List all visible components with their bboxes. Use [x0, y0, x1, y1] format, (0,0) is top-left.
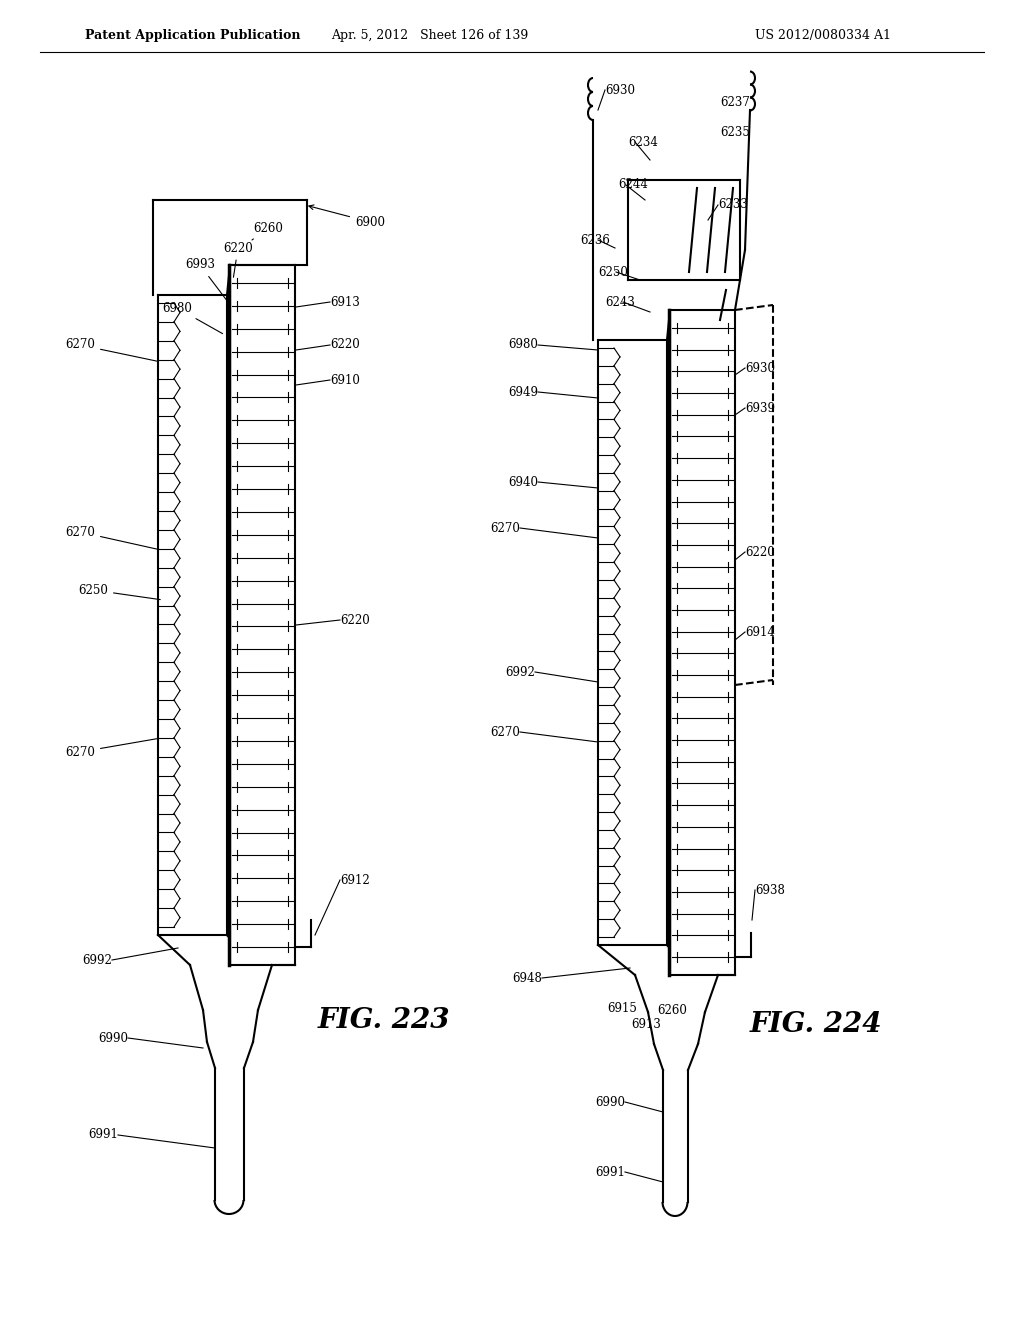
Text: 6939: 6939 [745, 401, 775, 414]
Text: 6992: 6992 [505, 665, 535, 678]
Text: 6913: 6913 [631, 1019, 660, 1031]
Text: 6250: 6250 [78, 583, 160, 599]
Text: 6234: 6234 [628, 136, 657, 149]
Text: 6991: 6991 [88, 1129, 118, 1142]
Text: 6270: 6270 [490, 521, 520, 535]
Text: 6991: 6991 [595, 1166, 625, 1179]
Text: US 2012/0080334 A1: US 2012/0080334 A1 [755, 29, 891, 41]
Text: 6915: 6915 [607, 1002, 637, 1015]
Text: 6912: 6912 [340, 874, 370, 887]
Text: 6244: 6244 [618, 178, 648, 191]
Text: 6220: 6220 [223, 242, 253, 277]
Text: 6220: 6220 [340, 614, 370, 627]
Text: 6940: 6940 [508, 475, 538, 488]
Text: 6236: 6236 [580, 234, 610, 247]
Text: 6260: 6260 [657, 1003, 687, 1016]
Text: 6270: 6270 [66, 738, 159, 759]
Text: 6260: 6260 [252, 222, 283, 240]
Text: 6270: 6270 [66, 338, 159, 362]
Text: Apr. 5, 2012   Sheet 126 of 139: Apr. 5, 2012 Sheet 126 of 139 [332, 29, 528, 41]
Text: 6992: 6992 [82, 953, 112, 966]
Text: 6220: 6220 [330, 338, 359, 351]
Text: 6949: 6949 [508, 385, 538, 399]
Text: 6235: 6235 [720, 125, 750, 139]
Text: 6930: 6930 [605, 83, 635, 96]
Text: 6220: 6220 [745, 545, 775, 558]
Text: 6233: 6233 [718, 198, 748, 211]
Text: 6270: 6270 [490, 726, 520, 738]
Text: 6938: 6938 [755, 883, 784, 896]
Text: 6980: 6980 [162, 301, 222, 334]
Text: 6990: 6990 [595, 1096, 625, 1109]
Text: 6948: 6948 [512, 972, 542, 985]
Text: FIG. 224: FIG. 224 [750, 1011, 883, 1039]
Text: 6910: 6910 [330, 374, 359, 387]
Text: 6270: 6270 [66, 525, 159, 549]
Text: 6980: 6980 [508, 338, 538, 351]
Text: 6930: 6930 [745, 362, 775, 375]
Text: 6914: 6914 [745, 626, 775, 639]
Text: FIG. 223: FIG. 223 [318, 1006, 451, 1034]
Text: 6237: 6237 [720, 95, 750, 108]
Text: 6250: 6250 [598, 265, 628, 279]
Text: 6913: 6913 [330, 296, 359, 309]
Text: Patent Application Publication: Patent Application Publication [85, 29, 300, 41]
Text: 6993: 6993 [185, 259, 226, 300]
Text: 6243: 6243 [605, 296, 635, 309]
Text: 6990: 6990 [98, 1031, 128, 1044]
Text: 6900: 6900 [309, 205, 385, 228]
